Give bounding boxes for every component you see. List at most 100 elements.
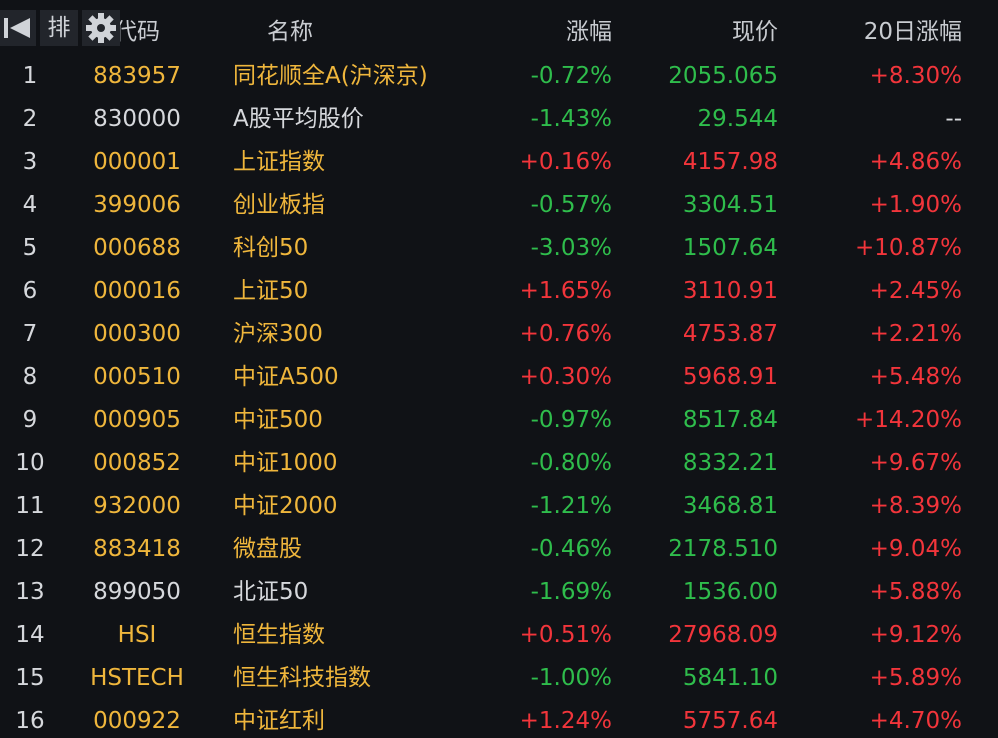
row-price: 1536.00 bbox=[682, 579, 778, 605]
row-change-20d: +5.48% bbox=[869, 364, 962, 390]
row-name: 北证50 bbox=[233, 579, 309, 605]
row-index: 2 bbox=[22, 106, 38, 132]
row-change: -1.43% bbox=[530, 106, 612, 132]
row-change: -0.57% bbox=[530, 192, 612, 218]
row-change-20d: +10.87% bbox=[855, 235, 962, 261]
row-code: 000905 bbox=[93, 407, 181, 433]
back-icon bbox=[4, 18, 30, 38]
row-change-20d: +2.21% bbox=[869, 321, 962, 347]
row-price: 2178.510 bbox=[668, 536, 778, 562]
row-name: 中证1000 bbox=[233, 450, 338, 476]
row-change-20d: +2.45% bbox=[869, 278, 962, 304]
row-name: 同花顺全A(沪深京) bbox=[233, 63, 428, 89]
row-change-20d: +8.30% bbox=[869, 63, 962, 89]
row-name: 科创50 bbox=[233, 235, 309, 261]
row-price: 5841.10 bbox=[682, 665, 778, 691]
row-name: 上证50 bbox=[233, 278, 309, 304]
row-index: 16 bbox=[15, 708, 45, 734]
row-change: +0.51% bbox=[519, 622, 612, 648]
row-change: -1.69% bbox=[530, 579, 612, 605]
row-change-20d: +5.88% bbox=[869, 579, 962, 605]
row-change: +1.24% bbox=[519, 708, 612, 734]
row-code: 830000 bbox=[93, 106, 181, 132]
row-change-20d: +9.12% bbox=[869, 622, 962, 648]
row-name: A股平均股价 bbox=[233, 106, 364, 132]
row-change: -0.46% bbox=[530, 536, 612, 562]
row-code: 000510 bbox=[93, 364, 181, 390]
row-code: 932000 bbox=[93, 493, 181, 519]
row-name: 沪深300 bbox=[233, 321, 323, 347]
row-change-20d: +5.89% bbox=[869, 665, 962, 691]
row-change: -1.21% bbox=[530, 493, 612, 519]
row-code: 899050 bbox=[93, 579, 181, 605]
row-name: 中证2000 bbox=[233, 493, 338, 519]
row-index: 13 bbox=[15, 579, 45, 605]
row-code: 000922 bbox=[93, 708, 181, 734]
row-index: 10 bbox=[15, 450, 45, 476]
row-change-20d: +4.86% bbox=[869, 149, 962, 175]
row-name: 恒生指数 bbox=[233, 622, 325, 648]
row-index: 6 bbox=[22, 278, 38, 304]
row-code: 000852 bbox=[93, 450, 181, 476]
row-change: +0.30% bbox=[519, 364, 612, 390]
header-code: 代码 bbox=[114, 19, 160, 45]
row-price: 4157.98 bbox=[682, 149, 778, 175]
settings-button[interactable] bbox=[82, 10, 120, 46]
row-code: 883957 bbox=[93, 63, 181, 89]
row-price: 5757.64 bbox=[682, 708, 778, 734]
row-price: 8332.21 bbox=[682, 450, 778, 476]
header-name: 名称 bbox=[267, 19, 313, 45]
row-name: 创业板指 bbox=[233, 192, 325, 218]
header-change-20d: 20日涨幅 bbox=[863, 19, 962, 45]
row-change: -0.72% bbox=[530, 63, 612, 89]
row-price: 29.544 bbox=[697, 106, 778, 132]
row-index: 3 bbox=[22, 149, 38, 175]
header-price: 现价 bbox=[732, 19, 778, 45]
row-code: 000688 bbox=[93, 235, 181, 261]
row-change-20d: +9.67% bbox=[869, 450, 962, 476]
row-index: 8 bbox=[22, 364, 38, 390]
row-code: 000001 bbox=[93, 149, 181, 175]
sort-button[interactable]: 排 bbox=[40, 10, 78, 46]
row-price: 5968.91 bbox=[682, 364, 778, 390]
row-code: 000300 bbox=[93, 321, 181, 347]
row-name: 恒生科技指数 bbox=[233, 665, 371, 691]
row-change: +1.65% bbox=[519, 278, 612, 304]
row-index: 11 bbox=[15, 493, 45, 519]
row-index: 15 bbox=[15, 665, 45, 691]
row-index: 1 bbox=[22, 63, 38, 89]
row-code: 399006 bbox=[93, 192, 181, 218]
row-code: 000016 bbox=[93, 278, 181, 304]
row-index: 14 bbox=[15, 622, 45, 648]
back-button[interactable] bbox=[0, 10, 36, 46]
row-change: -3.03% bbox=[530, 235, 612, 261]
row-price: 8517.84 bbox=[682, 407, 778, 433]
row-change: -0.97% bbox=[530, 407, 612, 433]
row-change-20d: -- bbox=[945, 106, 962, 132]
row-change-20d: +1.90% bbox=[869, 192, 962, 218]
row-index: 7 bbox=[22, 321, 38, 347]
row-change: -1.00% bbox=[530, 665, 612, 691]
row-change-20d: +9.04% bbox=[869, 536, 962, 562]
row-index: 4 bbox=[22, 192, 38, 218]
row-name: 微盘股 bbox=[233, 536, 302, 562]
row-change: -0.80% bbox=[530, 450, 612, 476]
row-change: +0.76% bbox=[519, 321, 612, 347]
row-change: +0.16% bbox=[519, 149, 612, 175]
row-index: 5 bbox=[22, 235, 38, 261]
row-price: 2055.065 bbox=[668, 63, 778, 89]
row-name: 中证500 bbox=[233, 407, 323, 433]
row-change-20d: +14.20% bbox=[855, 407, 962, 433]
row-change-20d: +4.70% bbox=[869, 708, 962, 734]
header-change: 涨幅 bbox=[566, 19, 612, 45]
row-price: 1507.64 bbox=[682, 235, 778, 261]
row-index: 12 bbox=[15, 536, 45, 562]
row-index: 9 bbox=[22, 407, 38, 433]
row-price: 27968.09 bbox=[668, 622, 778, 648]
row-name: 中证A500 bbox=[233, 364, 339, 390]
row-price: 3468.81 bbox=[682, 493, 778, 519]
row-price: 3110.91 bbox=[682, 278, 778, 304]
gear-icon bbox=[86, 13, 116, 43]
row-price: 4753.87 bbox=[682, 321, 778, 347]
